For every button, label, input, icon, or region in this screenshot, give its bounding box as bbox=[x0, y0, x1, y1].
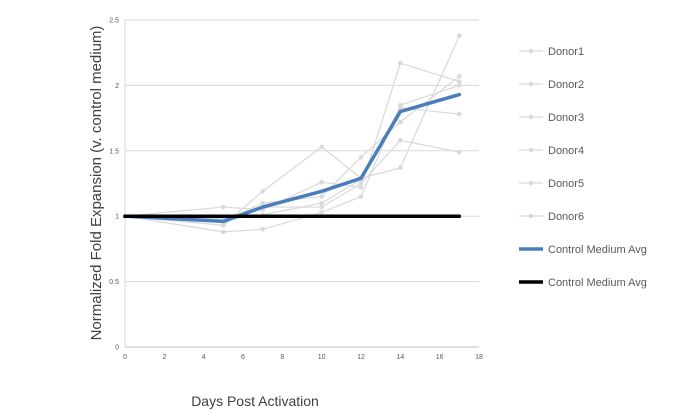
y-tick-labels: 0 0.5 1 1.5 2 2.5 bbox=[109, 18, 119, 352]
data-point bbox=[260, 189, 265, 194]
legend-marker bbox=[528, 180, 534, 186]
x-tick-label: 12 bbox=[357, 354, 365, 361]
data-point bbox=[398, 105, 403, 110]
y-tick-label: 2 bbox=[115, 83, 119, 90]
legend-label: Control Medium Avg bbox=[548, 277, 647, 289]
series-line-4 bbox=[124, 35, 460, 226]
data-point bbox=[319, 179, 324, 185]
data-point bbox=[457, 83, 462, 88]
y-tick-label: 2.5 bbox=[109, 18, 119, 25]
series-line-6 bbox=[124, 107, 460, 221]
data-point bbox=[358, 185, 364, 190]
legend-marker bbox=[528, 81, 534, 87]
data-point bbox=[398, 119, 403, 125]
y-tick-label: 1.5 bbox=[109, 148, 119, 155]
series-line-3 bbox=[124, 62, 460, 217]
y-axis-title: Normalized Fold Expansion (v. control me… bbox=[88, 26, 105, 341]
legend-label: Donor6 bbox=[548, 211, 584, 223]
legend-label: Donor1 bbox=[548, 46, 584, 58]
legend: Donor1 Donor2 Donor3 Donor4 Donor5 Donor6 Cont… bbox=[519, 46, 647, 289]
legend-label: Donor3 bbox=[548, 112, 584, 124]
y-tick-label: 1 bbox=[115, 214, 119, 221]
data-point bbox=[319, 144, 324, 150]
y-tick-label: 0.5 bbox=[109, 279, 119, 286]
data-point bbox=[221, 204, 226, 210]
data-point bbox=[457, 111, 462, 117]
x-axis-title: Days Post Activation bbox=[191, 393, 319, 409]
data-point bbox=[319, 204, 324, 210]
data-point bbox=[260, 200, 265, 206]
legend-marker bbox=[528, 114, 534, 120]
legend-label: Donor4 bbox=[548, 145, 584, 157]
legend-marker bbox=[528, 48, 534, 54]
series-line-2 bbox=[124, 139, 460, 220]
data-point bbox=[358, 155, 364, 160]
x-tick-label: 4 bbox=[202, 354, 206, 361]
data-point bbox=[319, 194, 324, 199]
legend-label: Donor2 bbox=[548, 79, 584, 91]
data-point bbox=[398, 60, 403, 66]
legend-label: Control Medium Avg bbox=[548, 244, 647, 256]
series-lines bbox=[122, 33, 462, 235]
series-line-7 bbox=[123, 92, 462, 224]
data-point bbox=[457, 73, 462, 79]
data-point bbox=[457, 33, 462, 38]
data-point bbox=[221, 223, 226, 228]
data-point bbox=[319, 209, 324, 215]
legend-label: Donor5 bbox=[548, 178, 584, 190]
x-tick-label: 0 bbox=[123, 354, 127, 361]
x-tick-label: 10 bbox=[318, 354, 326, 361]
data-point bbox=[358, 194, 364, 199]
x-tick-label: 6 bbox=[241, 354, 245, 361]
data-point bbox=[221, 229, 226, 235]
data-point bbox=[398, 165, 403, 171]
x-tick-label: 14 bbox=[396, 354, 404, 361]
x-tick-label: 8 bbox=[280, 354, 284, 361]
data-point bbox=[457, 79, 462, 84]
data-point bbox=[260, 226, 265, 232]
x-tick-label: 2 bbox=[162, 354, 166, 361]
data-point bbox=[398, 138, 403, 143]
gridlines bbox=[125, 19, 479, 283]
y-tick-label: 0 bbox=[115, 345, 119, 352]
data-point bbox=[457, 149, 462, 155]
data-point bbox=[319, 200, 324, 206]
legend-marker bbox=[528, 147, 534, 153]
x-tick-labels: 0 2 4 6 8 10 12 14 16 18 bbox=[123, 354, 483, 361]
legend-marker bbox=[528, 213, 534, 219]
x-tick-label: 18 bbox=[475, 354, 483, 361]
x-tick-label: 16 bbox=[436, 354, 444, 361]
